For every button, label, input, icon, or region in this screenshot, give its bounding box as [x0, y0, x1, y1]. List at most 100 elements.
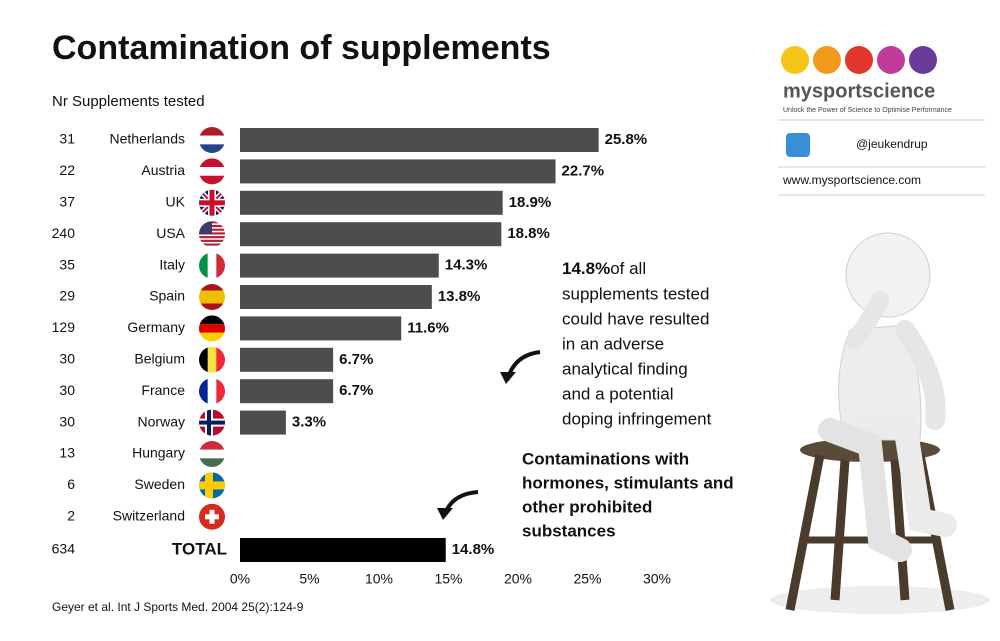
chart-title: Contamination of supplements [52, 29, 551, 67]
bar [240, 379, 334, 404]
bar [240, 316, 402, 341]
stripe [199, 239, 225, 242]
annotation-line: Contaminations with [522, 449, 689, 468]
x-tick-label: 5% [299, 571, 319, 587]
stripe [207, 378, 217, 405]
value-label: 11.6% [407, 319, 449, 336]
category-label: TOTAL [172, 539, 227, 558]
flag [199, 409, 225, 436]
figure-illustration [770, 232, 990, 614]
stripe [199, 127, 225, 136]
stripe [199, 144, 225, 153]
stripe [199, 243, 225, 246]
annotation: 14.8%of all [562, 259, 646, 278]
annotation-line: and a potential [562, 384, 674, 403]
category-label: Netherlands [110, 131, 186, 147]
count-label: 35 [59, 256, 75, 272]
count-label: 634 [52, 541, 76, 557]
x-tick-label: 0% [230, 571, 250, 587]
stripe [207, 252, 217, 279]
cross [207, 409, 211, 436]
x-tick-label: 25% [573, 571, 601, 587]
stripe [199, 135, 225, 145]
stripe [216, 252, 225, 279]
stripe [216, 346, 225, 373]
x-tick-label: 30% [643, 571, 671, 587]
flag [199, 284, 225, 310]
cross [209, 189, 215, 216]
stripe [199, 175, 225, 185]
value-label: 13.8% [438, 288, 481, 305]
stripe [207, 346, 217, 373]
brand-tagline: Unlock the Power of Science to Optimise … [783, 107, 952, 114]
annotation-line: substances [522, 521, 616, 540]
category-label: Italy [159, 256, 185, 272]
flag [199, 378, 225, 405]
logo [781, 46, 937, 74]
arrow-head [500, 372, 516, 384]
category-label: Germany [127, 319, 185, 335]
flag [199, 503, 225, 530]
value-label: 6.7% [339, 351, 373, 368]
category-label: France [141, 382, 185, 398]
category-label: Belgium [134, 351, 185, 367]
flag [199, 221, 225, 246]
flag [199, 189, 225, 216]
value-label: 22.7% [562, 162, 605, 179]
bar [240, 347, 334, 372]
count-label: 2 [67, 508, 75, 524]
count-label: 240 [52, 225, 76, 241]
annotation-line: analytical finding [562, 359, 688, 378]
x-tick-label: 20% [504, 571, 532, 587]
count-label: 30 [59, 413, 75, 429]
stripe [199, 449, 225, 459]
category-label: Spain [149, 288, 185, 304]
stripe [216, 378, 225, 405]
count-label: 30 [59, 382, 75, 398]
source: Geyer et al. Int J Sports Med. 2004 25(2… [52, 600, 304, 614]
flag [199, 346, 225, 373]
twitter-handle: @jeukendrup [856, 137, 928, 151]
stripe [199, 378, 209, 405]
annotation-line: could have resulted [562, 309, 709, 328]
annotation-highlight: 14.8% [562, 259, 610, 278]
flag [199, 158, 225, 185]
stripe [199, 303, 225, 310]
stripe [199, 315, 225, 325]
stripe [199, 252, 209, 279]
count-label: 6 [67, 476, 75, 492]
value-label: 6.7% [339, 382, 373, 399]
cross [199, 483, 225, 488]
stripe [199, 441, 225, 450]
bar [240, 253, 439, 278]
count-label: 22 [59, 162, 75, 178]
count-label: 13 [59, 445, 75, 461]
annotation-line: supplements tested [562, 284, 709, 303]
annotation-line: of all [610, 259, 646, 278]
category-label: Austria [141, 162, 185, 178]
category-label: USA [156, 225, 185, 241]
cross [199, 420, 225, 425]
website: www.mysportscience.com [782, 173, 921, 187]
category-label: Switzerland [113, 508, 185, 524]
count-label: 37 [59, 194, 75, 210]
bar [240, 159, 556, 184]
value-label: 18.8% [507, 225, 550, 242]
canton [199, 221, 212, 235]
annotation-line: doping infringement [562, 409, 712, 428]
bar [240, 410, 286, 435]
annotation-line: in an adverse [562, 334, 664, 353]
annotation-line: hormones, stimulants and [522, 473, 734, 492]
annotation-line: other prohibited [522, 497, 652, 516]
flag [199, 252, 225, 279]
x-tick-label: 10% [365, 571, 393, 587]
stripe [199, 290, 225, 304]
stripe [199, 167, 225, 176]
stripe [199, 236, 225, 239]
flag [199, 441, 225, 467]
flag [199, 315, 225, 342]
stripe [199, 458, 225, 467]
stripe [199, 158, 225, 168]
category-label: UK [166, 194, 186, 210]
value-label: 14.8% [452, 541, 495, 558]
